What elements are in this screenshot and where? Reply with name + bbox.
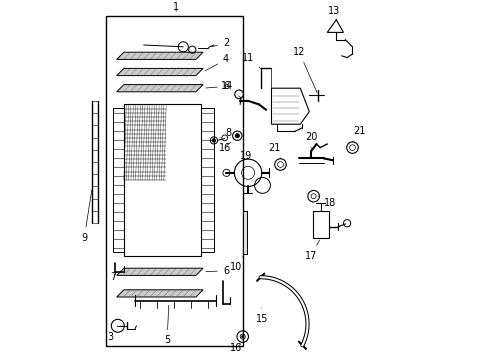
Text: 2: 2 [211,38,229,48]
Text: 16: 16 [229,343,242,354]
Polygon shape [117,290,203,297]
Text: 17: 17 [305,240,319,261]
Text: 18: 18 [318,196,335,208]
Text: 4: 4 [205,54,228,71]
Text: 7: 7 [110,272,116,282]
Polygon shape [117,68,203,76]
Bar [113,108,123,252]
Text: 14: 14 [221,81,240,97]
Text: 12: 12 [292,47,317,93]
Text: 21: 21 [352,126,365,142]
Text: 6: 6 [205,81,228,91]
Bar [242,211,246,254]
Text: 9: 9 [81,190,92,243]
Bar [123,104,201,256]
Polygon shape [117,268,203,275]
Text: 20: 20 [305,132,317,148]
Text: 15: 15 [255,308,267,324]
Circle shape [241,336,244,338]
Text: 6: 6 [205,266,228,276]
Text: 8: 8 [220,128,231,138]
Text: 1: 1 [173,2,179,12]
Polygon shape [117,85,203,92]
Bar [312,211,328,238]
Bar [201,108,213,252]
Circle shape [235,134,239,138]
Text: 19: 19 [239,150,251,161]
Text: 5: 5 [163,305,170,345]
Circle shape [212,139,215,142]
Polygon shape [117,52,203,59]
Bar [106,16,242,346]
Text: 11: 11 [242,53,260,68]
Text: 16: 16 [218,142,230,153]
Text: 21: 21 [267,143,280,159]
Text: 13: 13 [328,6,340,20]
Text: 3: 3 [107,326,118,342]
Text: 10: 10 [229,256,243,272]
